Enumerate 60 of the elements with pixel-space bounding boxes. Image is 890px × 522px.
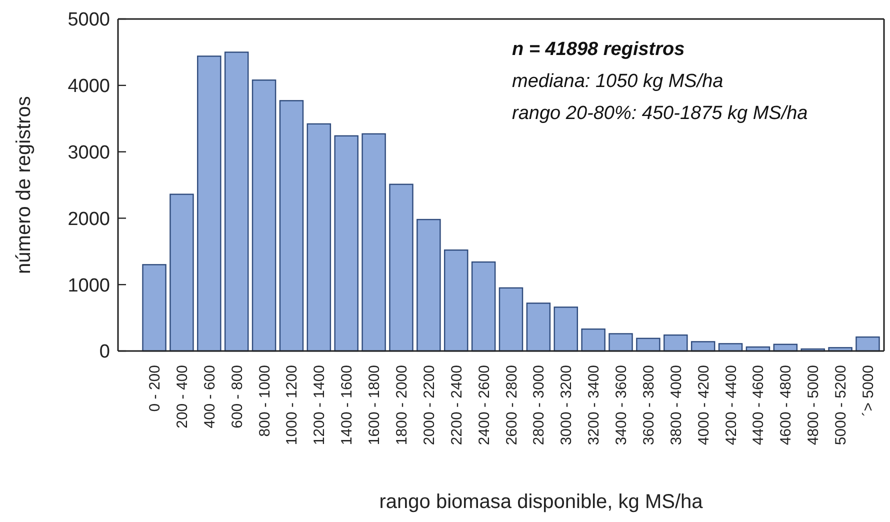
bar	[170, 194, 194, 352]
x-tick-label: 2400 - 2600	[476, 365, 493, 446]
bar	[856, 336, 880, 352]
x-tick-label: 1600 - 1800	[366, 365, 384, 446]
x-tick-label: 2800 - 3000	[530, 365, 548, 446]
bar	[444, 249, 468, 352]
x-tick-label: 1400 - 1600	[338, 365, 356, 446]
x-tick-label: 4800 - 5000	[805, 365, 822, 446]
bar	[471, 261, 496, 352]
x-tick-label: 3800 - 4000	[668, 365, 685, 446]
x-tick-label: 400 - 600	[201, 365, 218, 428]
bar	[306, 123, 332, 352]
bar	[526, 302, 551, 352]
bar	[581, 328, 606, 352]
bar	[334, 135, 358, 352]
bar	[608, 333, 633, 352]
bar	[252, 79, 276, 352]
annotation: mediana: 1050 kg MS/ha	[512, 71, 724, 92]
bar	[664, 334, 688, 352]
x-tick-label: 3000 - 3200	[558, 365, 576, 446]
y-tick-label: 5000	[68, 10, 110, 31]
x-tick-label: 2200 - 2400	[448, 365, 466, 446]
x-tick-label: 3400 - 3600	[613, 365, 630, 446]
bar	[224, 52, 249, 352]
x-tick-label: 1800 - 2000	[393, 365, 410, 446]
y-tick-label: 0	[99, 342, 110, 363]
x-tick-label: 4000 - 4200	[695, 365, 712, 446]
x-tick-label: 4400 - 4600	[750, 365, 768, 446]
y-tick-label: 2000	[68, 208, 110, 230]
bar	[142, 264, 166, 352]
x-tick-label: 200 - 400	[174, 365, 191, 428]
y-tick-label: 3000	[68, 142, 110, 164]
bar	[279, 100, 304, 352]
bar	[636, 338, 660, 352]
y-tick-label: 1000	[68, 275, 110, 296]
x-tick-label: 600 - 800	[228, 365, 246, 428]
bar	[389, 184, 414, 352]
y-tick-label: 4000	[68, 76, 110, 98]
bar	[554, 306, 578, 352]
annotation: rango 20-80%: 450-1875 kg MS/ha	[512, 103, 808, 124]
x-tick-label: 4200 - 4400	[722, 365, 740, 446]
x-tick-label: 3200 - 3400	[586, 365, 603, 446]
bar	[416, 218, 441, 352]
bar	[362, 133, 386, 352]
x-tick-label: 0 - 200	[146, 365, 164, 412]
bar	[690, 341, 716, 352]
annotation: n = 41898 registros	[512, 39, 685, 60]
bar	[498, 287, 524, 352]
x-tick-label: 3600 - 3800	[640, 365, 658, 446]
x-tick-label: 1000 - 1200	[284, 365, 301, 446]
x-axis-title: rango biomasa disponible, kg MS/ha	[379, 491, 704, 513]
x-tick-label: 5000 - 5200	[832, 365, 850, 446]
x-tick-label: 800 - 1000	[256, 365, 274, 437]
x-tick-label: 1200 - 1400	[311, 365, 328, 446]
x-tick-label: 2600 - 2800	[503, 365, 520, 446]
y-axis-title: número de registros	[13, 96, 35, 274]
bar	[197, 56, 222, 352]
x-tick-label: 2000 - 2200	[420, 365, 438, 446]
x-tick-label: ´> 5000	[860, 365, 877, 416]
x-tick-label: 4600 - 4800	[778, 365, 795, 446]
